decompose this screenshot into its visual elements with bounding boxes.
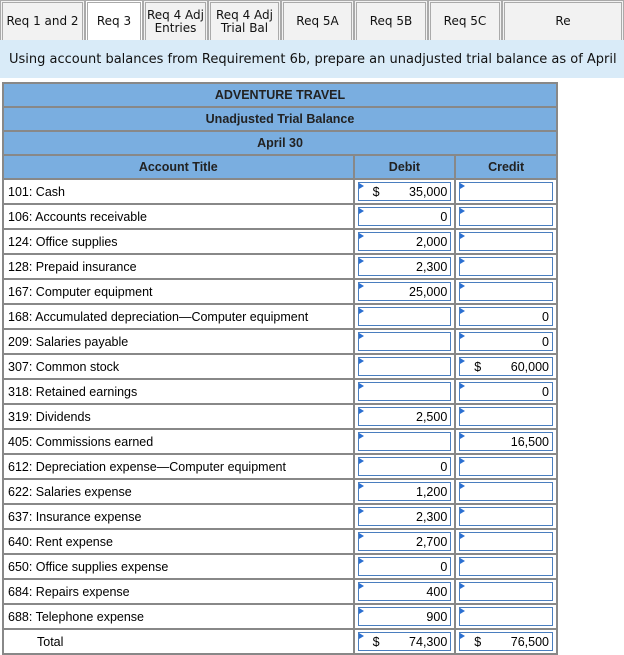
credit-input[interactable] xyxy=(459,407,553,426)
debit-input[interactable] xyxy=(357,382,452,401)
table-row: 124: Office supplies 2,000 xyxy=(2,228,558,255)
col-account-title: Account Title xyxy=(2,154,355,180)
table-row: 684: Repairs expense 400 xyxy=(2,578,558,605)
account-title: 684: Repairs expense xyxy=(2,578,355,605)
currency-symbol: $ xyxy=(474,635,482,649)
debit-input[interactable]: 2,000 xyxy=(357,232,452,251)
table-row: 650: Office supplies expense 0 xyxy=(2,553,558,580)
debit-input[interactable]: 0 xyxy=(357,557,452,576)
account-title: 167: Computer equipment xyxy=(2,278,355,305)
account-title: 612: Depreciation expense—Computer equip… xyxy=(2,453,355,480)
account-title: 405: Commissions earned xyxy=(2,428,355,455)
debit-input[interactable]: 1,200 xyxy=(357,482,452,501)
currency-symbol: $ xyxy=(372,185,380,199)
tab-3[interactable]: Req 4 Adj Trial Bal xyxy=(208,0,281,40)
credit-input[interactable] xyxy=(459,582,553,601)
credit-input[interactable] xyxy=(459,507,553,526)
currency-symbol: $ xyxy=(372,635,380,649)
credit-input[interactable]: 0 xyxy=(459,382,553,401)
instruction-text: Using account balances from Requirement … xyxy=(0,40,624,78)
credit-input[interactable] xyxy=(459,207,553,226)
credit-input[interactable] xyxy=(459,257,553,276)
account-title: 637: Insurance expense xyxy=(2,503,355,530)
credit-input[interactable]: 0 xyxy=(459,332,553,351)
table-row: 612: Depreciation expense—Computer equip… xyxy=(2,453,558,480)
table-row: 101: Cash $35,000 xyxy=(2,178,558,205)
credit-input[interactable] xyxy=(459,557,553,576)
tab-1[interactable]: Req 3 xyxy=(85,0,143,40)
account-title: 128: Prepaid insurance xyxy=(2,253,355,280)
debit-input[interactable]: 2,300 xyxy=(357,507,452,526)
credit-input[interactable] xyxy=(459,607,553,626)
credit-input[interactable] xyxy=(459,182,553,201)
col-credit: Credit xyxy=(454,154,558,180)
debit-input[interactable]: 2,500 xyxy=(357,407,452,426)
account-title: 307: Common stock xyxy=(2,353,355,380)
table-row: 405: Commissions earned 16,500 xyxy=(2,428,558,455)
debit-input[interactable] xyxy=(357,332,452,351)
table-row: 168: Accumulated depreciation—Computer e… xyxy=(2,303,558,330)
debit-input[interactable]: 2,700 xyxy=(357,532,452,551)
table-row: 128: Prepaid insurance 2,300 xyxy=(2,253,558,280)
trial-balance-table: ADVENTURE TRAVEL Unadjusted Trial Balanc… xyxy=(2,82,558,655)
table-row: 318: Retained earnings 0 xyxy=(2,378,558,405)
total-label: Total xyxy=(2,628,355,655)
report-title: Unadjusted Trial Balance xyxy=(2,106,558,132)
table-row: 167: Computer equipment 25,000 xyxy=(2,278,558,305)
table-row: 622: Salaries expense 1,200 xyxy=(2,478,558,505)
table-row: 637: Insurance expense 2,300 xyxy=(2,503,558,530)
account-title: 650: Office supplies expense xyxy=(2,553,355,580)
table-row: 688: Telephone expense 900 xyxy=(2,603,558,630)
account-title: 318: Retained earnings xyxy=(2,378,355,405)
debit-input[interactable]: 0 xyxy=(357,207,452,226)
debit-input[interactable] xyxy=(357,432,452,451)
currency-symbol: $ xyxy=(474,360,482,374)
account-title: 319: Dividends xyxy=(2,403,355,430)
account-title: 124: Office supplies xyxy=(2,228,355,255)
credit-input[interactable]: 16,500 xyxy=(459,432,553,451)
account-title: 101: Cash xyxy=(2,178,355,205)
account-title: 168: Accumulated depreciation—Computer e… xyxy=(2,303,355,330)
debit-input[interactable]: 25,000 xyxy=(357,282,452,301)
credit-input[interactable]: 0 xyxy=(459,307,553,326)
tab-6[interactable]: Req 5C xyxy=(428,0,502,40)
report-date: April 30 xyxy=(2,130,558,156)
account-title: 640: Rent expense xyxy=(2,528,355,555)
credit-input[interactable] xyxy=(459,457,553,476)
tab-5[interactable]: Req 5B xyxy=(354,0,428,40)
credit-input[interactable] xyxy=(459,232,553,251)
account-title: 688: Telephone expense xyxy=(2,603,355,630)
table-row: 307: Common stock $60,000 xyxy=(2,353,558,380)
table-row: 640: Rent expense 2,700 xyxy=(2,528,558,555)
total-row: Total $74,300 $76,500 xyxy=(2,628,558,655)
credit-input[interactable] xyxy=(459,282,553,301)
tab-4[interactable]: Req 5A xyxy=(281,0,354,40)
table-row: 106: Accounts receivable 0 xyxy=(2,203,558,230)
tab-bar: Req 1 and 2 Req 3 Req 4 Adj Entries Req 4 A… xyxy=(0,0,624,40)
table-row: 319: Dividends 2,500 xyxy=(2,403,558,430)
company-name: ADVENTURE TRAVEL xyxy=(2,82,558,108)
col-debit: Debit xyxy=(352,154,457,180)
account-title: 106: Accounts receivable xyxy=(2,203,355,230)
tab-0[interactable]: Req 1 and 2 xyxy=(0,0,85,40)
account-title: 622: Salaries expense xyxy=(2,478,355,505)
table-row: 209: Salaries payable 0 xyxy=(2,328,558,355)
account-title: 209: Salaries payable xyxy=(2,328,355,355)
total-debit-input[interactable]: $74,300 xyxy=(357,632,452,651)
tab-7[interactable]: Re xyxy=(502,0,624,40)
credit-input[interactable]: $60,000 xyxy=(459,357,553,376)
tab-2[interactable]: Req 4 Adj Entries xyxy=(143,0,208,40)
debit-input[interactable] xyxy=(357,307,452,326)
credit-input[interactable] xyxy=(459,482,553,501)
credit-input[interactable] xyxy=(459,532,553,551)
debit-input[interactable] xyxy=(357,357,452,376)
debit-input[interactable]: $35,000 xyxy=(357,182,452,201)
debit-input[interactable]: 2,300 xyxy=(357,257,452,276)
debit-input[interactable]: 0 xyxy=(357,457,452,476)
debit-input[interactable]: 400 xyxy=(357,582,452,601)
total-credit-input[interactable]: $76,500 xyxy=(459,632,553,651)
debit-input[interactable]: 900 xyxy=(357,607,452,626)
